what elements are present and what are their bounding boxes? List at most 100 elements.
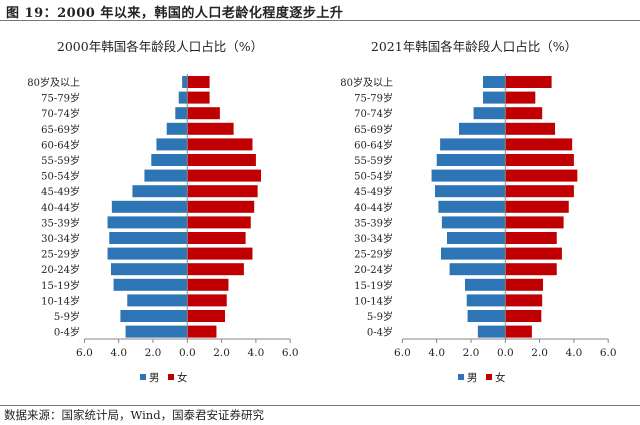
- x-tick-label: 4.0: [110, 347, 127, 359]
- category-label: 55-59岁: [41, 154, 80, 167]
- category-label: 30-34岁: [41, 232, 80, 245]
- x-tick-label: 4.0: [566, 347, 583, 359]
- female-bar: [505, 76, 552, 88]
- male-bar: [440, 247, 506, 260]
- chart-title: 2000年韩国各年龄段人口占比（%）: [57, 39, 263, 54]
- female-bar: [187, 107, 220, 120]
- category-label: 5-9岁: [367, 310, 393, 323]
- category-label: 70-74岁: [41, 107, 80, 120]
- male-bar: [132, 185, 188, 198]
- category-label: 15-19岁: [41, 279, 80, 292]
- male-bar: [151, 154, 188, 166]
- male-bar: [483, 76, 506, 88]
- category-label: 25-29岁: [41, 248, 80, 261]
- category-label: 55-59岁: [354, 154, 393, 167]
- male-bar: [483, 91, 506, 104]
- category-label: 25-29岁: [354, 248, 393, 261]
- x-tick-label: 6.0: [394, 347, 411, 359]
- male-bar: [175, 107, 188, 120]
- female-bar: [187, 263, 244, 276]
- x-tick-label: 6.0: [76, 347, 93, 359]
- female-bar: [505, 310, 542, 322]
- male-bar: [467, 310, 506, 322]
- figure-title: 图 19：2000 年以来，韩国的人口老龄化程度逐步上升: [6, 6, 344, 21]
- category-label: 60-64岁: [41, 138, 80, 151]
- legend-male-label: 男: [467, 372, 478, 384]
- category-label: 5-9岁: [54, 310, 80, 323]
- category-label: 75-79岁: [354, 92, 393, 105]
- female-bar: [505, 107, 543, 120]
- category-label: 15-19岁: [354, 279, 393, 292]
- female-bar: [505, 216, 564, 229]
- legend-male-label: 男: [149, 372, 160, 384]
- male-bar: [109, 232, 188, 244]
- x-tick-label: 6.0: [282, 347, 299, 359]
- male-bar: [458, 122, 506, 135]
- x-tick-label: 4.0: [428, 347, 445, 359]
- female-bar: [505, 232, 557, 244]
- female-bar: [187, 247, 253, 260]
- category-label: 65-69岁: [354, 123, 393, 136]
- female-bar: [187, 154, 256, 166]
- male-bar: [166, 122, 188, 135]
- female-bar: [187, 76, 210, 88]
- male-bar: [125, 325, 188, 338]
- category-label: 10-14岁: [354, 294, 393, 307]
- category-label: 75-79岁: [41, 92, 80, 105]
- category-label: 80岁及以上: [27, 76, 80, 89]
- legend-female-label: 女: [177, 371, 188, 384]
- x-tick-label: 0.0: [497, 347, 514, 359]
- x-tick-label: 2.0: [213, 347, 230, 359]
- male-bar: [156, 138, 188, 151]
- female-bar: [187, 294, 227, 307]
- female-bar: [187, 169, 262, 182]
- female-bar: [505, 200, 569, 213]
- male-bar: [144, 169, 188, 182]
- male-bar: [120, 310, 188, 322]
- female-bar: [505, 91, 536, 104]
- x-tick-label: 2.0: [531, 347, 548, 359]
- male-bar: [440, 138, 506, 151]
- female-bar: [187, 91, 210, 104]
- category-label: 60-64岁: [354, 138, 393, 151]
- male-bar: [436, 154, 506, 166]
- legend-female-swatch: [168, 374, 174, 380]
- category-label: 65-69岁: [41, 123, 80, 136]
- male-bar: [464, 278, 506, 291]
- male-bar: [178, 91, 188, 104]
- male-bar: [182, 76, 188, 88]
- category-label: 20-24岁: [354, 263, 393, 276]
- male-bar: [113, 278, 188, 291]
- male-bar: [449, 263, 506, 276]
- female-bar: [505, 294, 543, 307]
- female-bar: [187, 200, 255, 213]
- category-label: 80岁及以上: [340, 76, 393, 89]
- female-bar: [187, 216, 251, 229]
- x-tick-label: 4.0: [248, 347, 265, 359]
- source-note: 数据来源：国家统计局，Wind，国泰君安证券研究: [4, 408, 265, 422]
- female-bar: [505, 185, 574, 198]
- female-bar: [187, 122, 234, 135]
- female-bar: [505, 138, 573, 151]
- x-tick-label: 0.0: [179, 347, 196, 359]
- title-rule: [0, 20, 640, 21]
- male-bar: [431, 169, 506, 182]
- female-bar: [187, 232, 246, 244]
- male-bar: [473, 107, 506, 120]
- female-bar: [505, 154, 574, 166]
- category-label: 45-49岁: [41, 185, 80, 198]
- male-bar: [441, 216, 506, 229]
- male-bar: [107, 216, 188, 229]
- x-tick-label: 2.0: [463, 347, 480, 359]
- male-bar: [438, 200, 506, 213]
- male-bar: [127, 294, 188, 307]
- category-label: 70-74岁: [354, 107, 393, 120]
- legend-female-label: 女: [495, 371, 506, 384]
- category-label: 50-54岁: [354, 170, 393, 183]
- category-label: 10-14岁: [41, 294, 80, 307]
- male-bar: [466, 294, 506, 307]
- male-bar: [107, 247, 188, 260]
- category-label: 0-4岁: [367, 326, 393, 339]
- category-label: 20-24岁: [41, 263, 80, 276]
